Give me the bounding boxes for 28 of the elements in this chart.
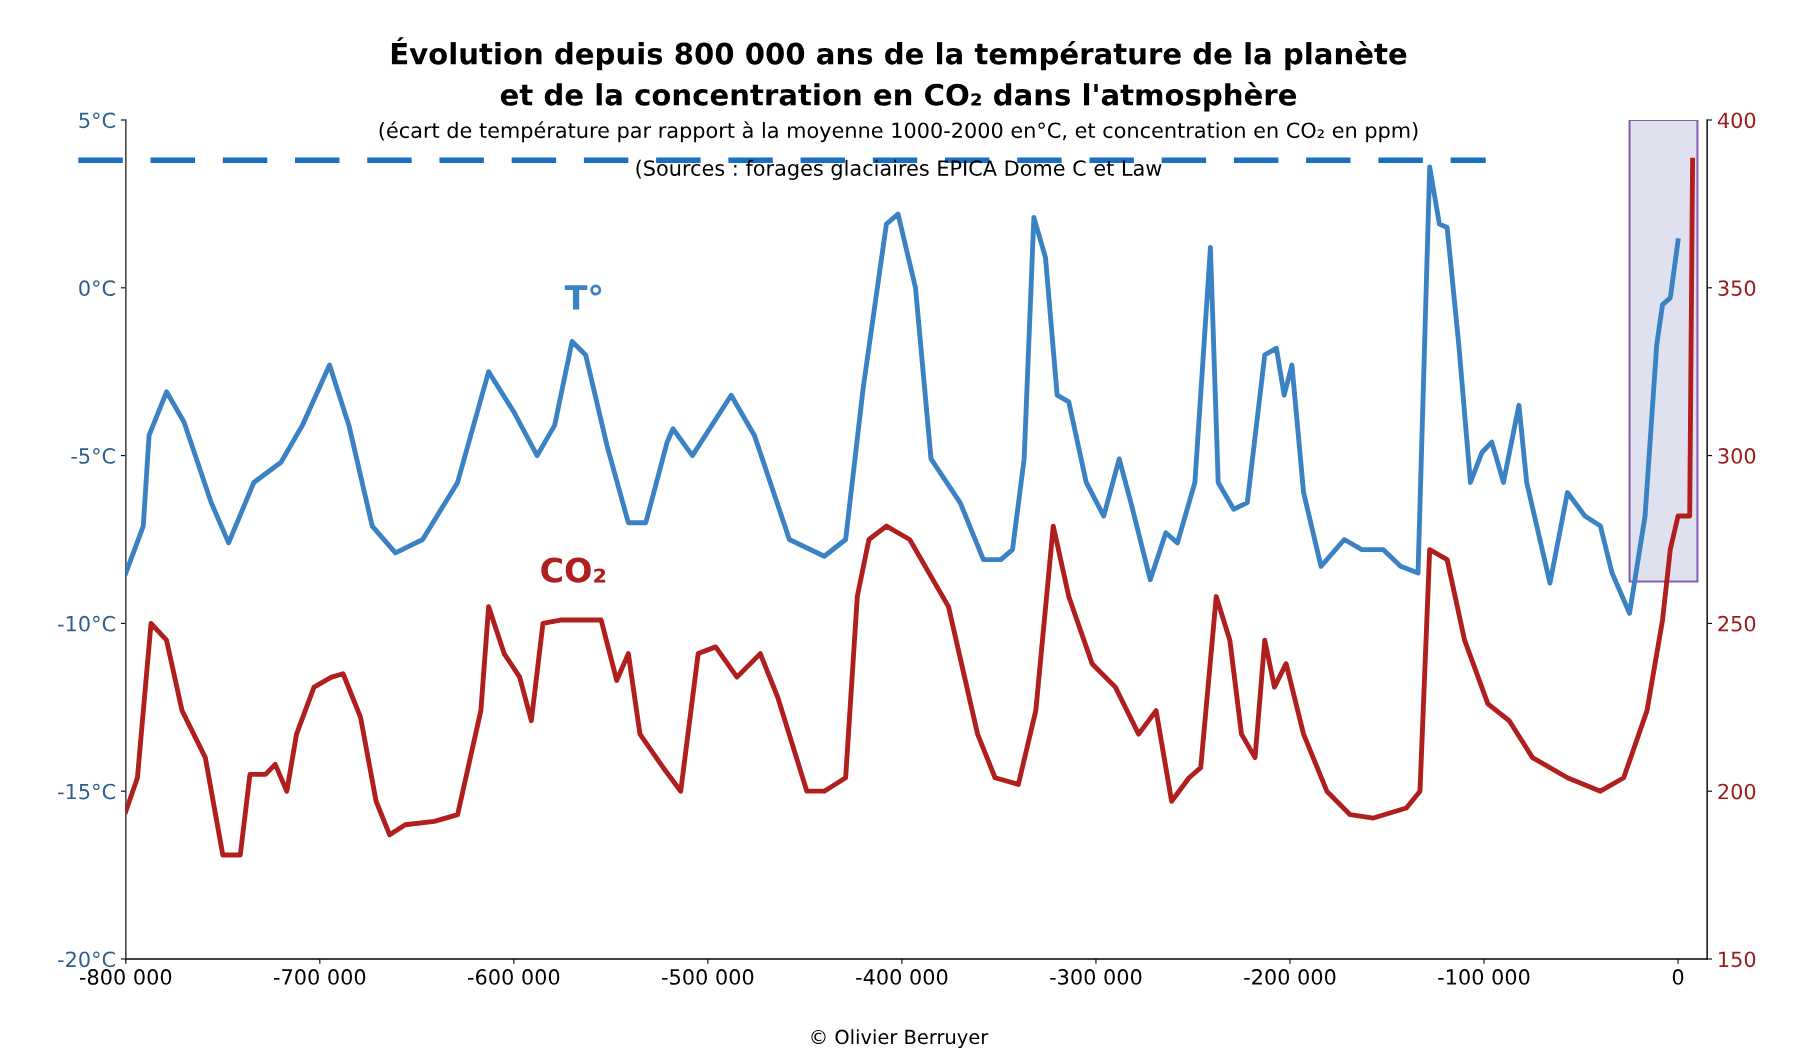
y-tick-label: -5°C [71, 448, 115, 464]
y-tick-label: -15°C [58, 783, 115, 800]
x-tick-label: -200 000 [1244, 969, 1336, 985]
x-tick-label: -500 000 [662, 969, 754, 985]
y-tick-label: 0°C [79, 280, 115, 297]
chart-title: Évolution depuis 800 000 ans de la température de la planète et de la concentration en CO₂ dans l'atmosphère [391, 37, 1407, 112]
line-series [125, 157, 1696, 858]
y2-tick-label: 400 [1717, 112, 1756, 129]
x-tick-label: -700 000 [274, 969, 366, 985]
series-label: CO₂ [541, 557, 606, 583]
x-tick-label: -800 000 [79, 969, 172, 985]
y-tick-label: 5°C [79, 112, 115, 129]
text: © Olivier Berruyer [811, 1029, 989, 1049]
y-tick-label: -20°C [58, 951, 115, 968]
y-tick-label: -10°C [58, 615, 115, 632]
y2-tick-label: 350 [1718, 280, 1756, 297]
y2-tick-label: 200 [1718, 783, 1756, 800]
x-tick-label: -100 000 [1438, 969, 1530, 985]
y2-tick-label: 150 [1719, 951, 1756, 968]
y2-tick-label: 250 [1718, 615, 1756, 632]
x-tick-label: -300 000 [1050, 969, 1142, 985]
series-label: T° [564, 284, 602, 310]
annotation: (Sources : forages glaciaires EPICA Dome C et Law [636, 159, 1162, 180]
x-tick-label: -600 000 [468, 969, 560, 985]
y2-tick-label: 300 [1718, 448, 1756, 464]
x-tick-label: 0 [1672, 969, 1684, 985]
x-tick-label: -400 000 [856, 969, 948, 985]
chart-subtitle: (écart de température par rapport à la moyenne 1000-2000 en°C, et concentration en CO₂ en ppm) [379, 121, 1418, 143]
